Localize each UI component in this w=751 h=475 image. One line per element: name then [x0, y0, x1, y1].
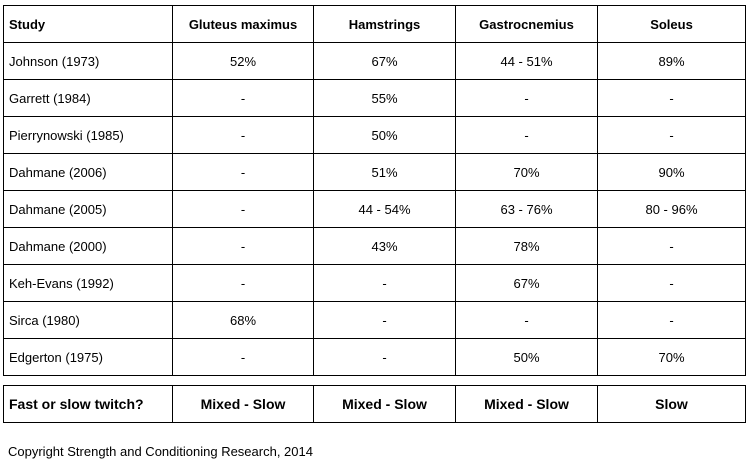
table-row: Dahmane (2005) -44 - 54% 63 - 76% 80 - 96% [3, 190, 746, 228]
value-cell: - [597, 264, 746, 302]
header-cell: Soleus [597, 5, 746, 43]
header-cell: Gluteus maximus [172, 5, 314, 43]
value-cell: 68% [172, 301, 314, 339]
value-cell: 55% [313, 79, 456, 117]
summary-cell: Slow [597, 385, 746, 423]
value-cell: - [172, 190, 314, 228]
summary-cell: Mixed - Slow [455, 385, 598, 423]
header-cell: Hamstrings [313, 5, 456, 43]
study-cell: Pierrynowski (1985) [3, 116, 173, 154]
summary-cell: Mixed - Slow [172, 385, 314, 423]
value-cell: - [172, 153, 314, 191]
value-cell: 90% [597, 153, 746, 191]
value-cell: - [172, 79, 314, 117]
study-cell: Garrett (1984) [3, 79, 173, 117]
value-cell: 67% [455, 264, 598, 302]
table-wrap: Study Gluteus maximus Hamstrings Gastrocnem… [3, 5, 746, 423]
value-cell: 50% [313, 116, 456, 154]
study-cell: Dahmane (2006) [3, 153, 173, 191]
value-cell: - [597, 116, 746, 154]
value-cell: 89% [597, 42, 746, 80]
study-cell: Johnson (1973) [3, 42, 173, 80]
header-cell: Study [3, 5, 173, 43]
value-cell: - [313, 338, 456, 376]
table-body: Johnson (1973) 52% 67% 44 - 51% 89% Garrett (… [3, 42, 746, 376]
summary-cell: Fast or slow twitch? [3, 385, 173, 423]
value-cell: - [172, 116, 314, 154]
value-cell: 78% [455, 227, 598, 265]
value-cell: 51% [313, 153, 456, 191]
value-cell: - [597, 301, 746, 339]
study-cell: Edgerton (1975) [3, 338, 173, 376]
value-cell: 43% [313, 227, 456, 265]
value-cell: 50% [455, 338, 598, 376]
summary-table: Fast or slow twitch? Mixed - Slow Mixed - … [3, 385, 746, 423]
value-cell: 70% [455, 153, 598, 191]
header-cell: Gastrocnemius [455, 5, 598, 43]
value-cell: - [313, 301, 456, 339]
table-row: Edgerton (1975) - -50% 70% [3, 338, 746, 376]
data-table: Study Gluteus maximus Hamstrings Gastrocnem… [3, 5, 746, 376]
summary-row: Fast or slow twitch? Mixed - Slow Mixed - … [3, 385, 746, 423]
summary-cell: Mixed - Slow [313, 385, 456, 423]
value-cell: - [172, 338, 314, 376]
value-cell: - [597, 79, 746, 117]
table-row: Keh-Evans (1992) - -67% - [3, 264, 746, 302]
table-row: Dahmane (2006) -51% 70% 90% [3, 153, 746, 191]
copyright: Copyright Strength and Conditioning Rese… [8, 444, 313, 459]
value-cell: - [172, 227, 314, 265]
table-row: Sirca (1980) 68% - - - [3, 301, 746, 339]
table-row: Pierrynowski (1985) -50% - - [3, 116, 746, 154]
value-cell: 52% [172, 42, 314, 80]
table-row: Johnson (1973) 52% 67% 44 - 51% 89% [3, 42, 746, 80]
study-cell: Keh-Evans (1992) [3, 264, 173, 302]
header-row: Study Gluteus maximus Hamstrings Gastrocnem… [3, 5, 746, 43]
value-cell: - [597, 227, 746, 265]
table-row: Garrett (1984) -55% - - [3, 79, 746, 117]
value-cell: - [455, 301, 598, 339]
value-cell: 63 - 76% [455, 190, 598, 228]
value-cell: 67% [313, 42, 456, 80]
study-cell: Dahmane (2005) [3, 190, 173, 228]
value-cell: 80 - 96% [597, 190, 746, 228]
value-cell: - [172, 264, 314, 302]
value-cell: 44 - 51% [455, 42, 598, 80]
study-cell: Sirca (1980) [3, 301, 173, 339]
study-cell: Dahmane (2000) [3, 227, 173, 265]
value-cell: - [313, 264, 456, 302]
table-row: Dahmane (2000) -43% 78% - [3, 227, 746, 265]
value-cell: - [455, 116, 598, 154]
value-cell: - [455, 79, 598, 117]
value-cell: 44 - 54% [313, 190, 456, 228]
value-cell: 70% [597, 338, 746, 376]
